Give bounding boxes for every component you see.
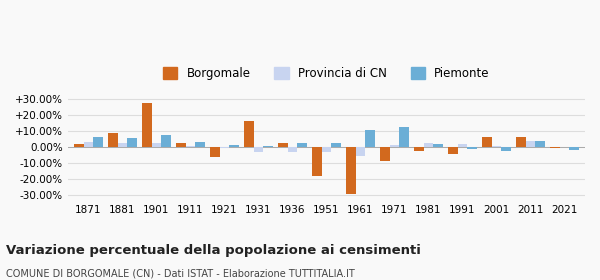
Bar (331, 143, 341, 147)
Bar (550, 147, 560, 148)
Bar (492, 146, 502, 147)
Bar (244, 121, 254, 147)
Bar (210, 147, 220, 157)
Bar (346, 147, 356, 194)
Bar (380, 147, 390, 161)
Bar (83, 142, 93, 147)
Bar (229, 145, 239, 147)
Bar (458, 144, 467, 147)
Bar (108, 133, 118, 147)
Bar (220, 147, 229, 148)
Bar (152, 143, 161, 147)
Bar (312, 147, 322, 176)
Bar (433, 144, 443, 147)
Bar (365, 130, 375, 147)
Bar (127, 138, 137, 147)
Text: Variazione percentuale della popolazione ai censimenti: Variazione percentuale della popolazione… (6, 244, 421, 256)
Bar (535, 141, 545, 147)
Bar (390, 145, 399, 147)
Bar (176, 143, 185, 147)
Text: COMUNE DI BORGOMALE (CN) - Dati ISTAT - Elaborazione TUTTITALIA.IT: COMUNE DI BORGOMALE (CN) - Dati ISTAT - … (6, 269, 355, 279)
Bar (118, 143, 127, 147)
Bar (254, 147, 263, 151)
Bar (502, 147, 511, 151)
Bar (322, 147, 331, 151)
Bar (287, 147, 297, 152)
Bar (569, 147, 579, 150)
Bar (467, 147, 477, 149)
Bar (278, 143, 287, 147)
Bar (263, 146, 272, 147)
Bar (482, 137, 492, 147)
Bar (185, 146, 195, 147)
Bar (399, 127, 409, 147)
Bar (74, 144, 83, 147)
Bar (356, 147, 365, 156)
Bar (161, 136, 170, 147)
Legend: Borgomale, Provincia di CN, Piemonte: Borgomale, Provincia di CN, Piemonte (158, 62, 494, 84)
Bar (424, 143, 433, 147)
Bar (142, 102, 152, 147)
Bar (93, 137, 103, 147)
Bar (297, 143, 307, 147)
Bar (448, 147, 458, 154)
Bar (516, 137, 526, 147)
Bar (414, 147, 424, 151)
Bar (195, 142, 205, 147)
Bar (526, 141, 535, 147)
